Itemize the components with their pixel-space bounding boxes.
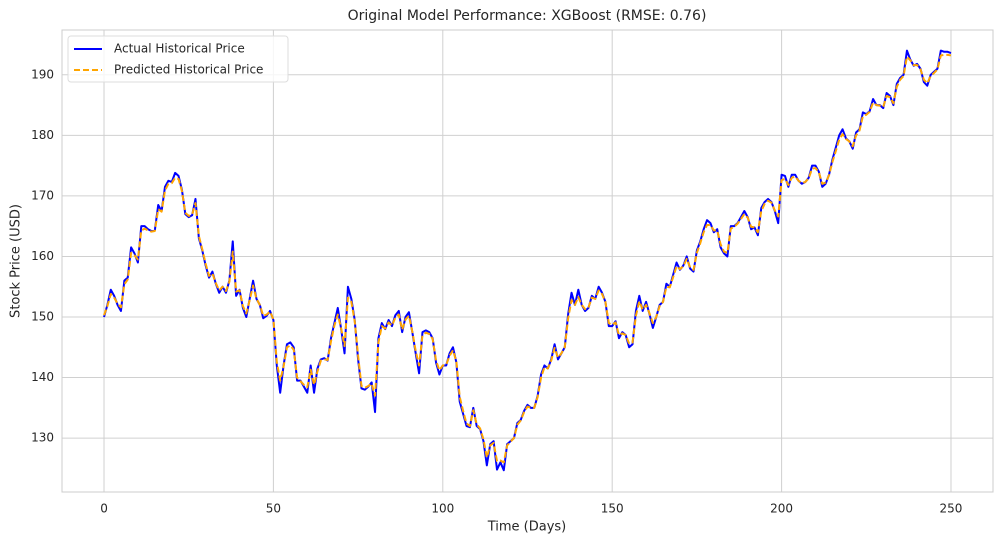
chart-title: Original Model Performance: XGBoost (RMS…	[348, 8, 707, 24]
y-tick-label: 190	[31, 67, 54, 81]
x-tick-label: 0	[100, 502, 108, 516]
x-tick-label: 150	[601, 502, 624, 516]
y-tick-label: 180	[31, 128, 54, 142]
y-tick-label: 160	[31, 249, 54, 263]
legend-box	[67, 35, 289, 83]
price-line	[103, 53, 952, 464]
x-tick-label: 250	[940, 502, 963, 516]
legend-label: Predicted Historical Price	[114, 63, 263, 77]
x-tick-label: 200	[770, 502, 793, 516]
x-tick-label: 100	[431, 502, 454, 516]
x-axis-label: Time (Days)	[487, 520, 567, 535]
y-tick-label: 150	[31, 310, 54, 324]
y-tick-label: 140	[31, 370, 54, 384]
legend: Actual Historical Price Predicted Histori…	[67, 35, 289, 83]
y-axis-label: Stock Price (USD)	[9, 204, 24, 318]
x-tick-label: 50	[266, 502, 281, 516]
plot-frame	[61, 29, 994, 493]
y-tick-label: 130	[31, 431, 54, 445]
legend-label: Actual Historical Price	[114, 42, 245, 56]
y-tick-label: 170	[31, 188, 54, 202]
